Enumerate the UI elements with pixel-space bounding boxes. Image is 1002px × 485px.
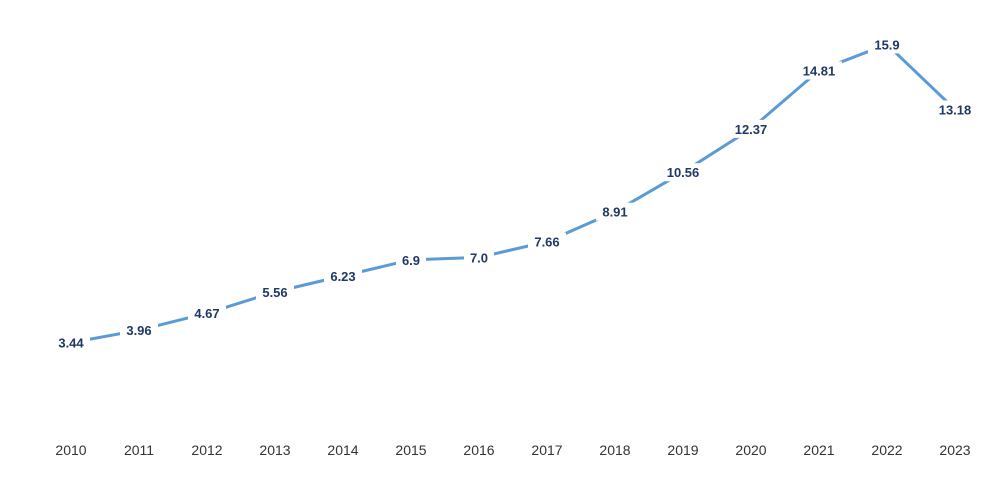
drop-lines <box>70 56 956 425</box>
value-label-2014: 6.23 <box>330 269 355 284</box>
x-tick-label-2021: 2021 <box>803 442 834 458</box>
x-tick-label-2023: 2023 <box>939 442 970 458</box>
value-label-background <box>324 266 362 285</box>
series-line <box>70 42 957 345</box>
x-tick-label-2013: 2013 <box>259 442 290 458</box>
value-label-2010: 3.44 <box>58 336 84 351</box>
x-tick-label-2010: 2010 <box>55 442 86 458</box>
value-label-background <box>120 321 158 340</box>
x-tick-label-2016: 2016 <box>463 442 494 458</box>
value-label-background <box>660 163 706 182</box>
value-label-2023: 13.18 <box>939 102 972 117</box>
x-tick-label-2020: 2020 <box>735 442 766 458</box>
value-label-background <box>188 304 226 323</box>
value-label-2012: 4.67 <box>194 306 219 321</box>
value-label-background <box>868 35 906 54</box>
value-label-2011: 3.96 <box>126 323 151 338</box>
value-label-2013: 5.56 <box>262 285 287 300</box>
x-tick-label-2011: 2011 <box>124 442 154 458</box>
series-line-path <box>70 42 957 345</box>
value-label-2021: 14.81 <box>803 63 836 78</box>
value-label-background <box>596 202 634 221</box>
value-label-2022: 15.9 <box>874 37 899 52</box>
value-label-background <box>256 282 294 301</box>
value-label-2019: 10.56 <box>667 165 700 180</box>
value-label-2015: 6.9 <box>402 253 420 268</box>
x-tick-label-2019: 2019 <box>667 442 698 458</box>
value-label-background <box>52 333 90 352</box>
value-label-2020: 12.37 <box>735 122 768 137</box>
value-labels: 3.44 3.96 4.67 5.56 6.23 6.9 7.0 7.66 8.91 10.56 1… <box>52 35 978 352</box>
value-label-background <box>932 100 978 119</box>
value-label-background <box>396 250 426 269</box>
value-label-background <box>728 119 774 138</box>
value-label-2017: 7.66 <box>534 235 559 250</box>
value-label-2016: 7.0 <box>470 250 488 265</box>
x-tick-label-2015: 2015 <box>395 442 426 458</box>
x-tick-label-2014: 2014 <box>327 442 358 458</box>
x-tick-label-2017: 2017 <box>531 442 562 458</box>
x-tick-label-2022: 2022 <box>871 442 902 458</box>
x-tick-label-2012: 2012 <box>191 442 222 458</box>
x-tick-label-2018: 2018 <box>599 442 630 458</box>
value-label-2018: 8.91 <box>602 205 627 220</box>
value-label-background <box>528 232 566 251</box>
value-label-background <box>464 248 494 267</box>
x-axis-tick-labels: 2010 2011 2012 2013 2014 2015 2016 2017 2018 2019… <box>55 442 970 458</box>
value-label-background <box>796 61 842 80</box>
